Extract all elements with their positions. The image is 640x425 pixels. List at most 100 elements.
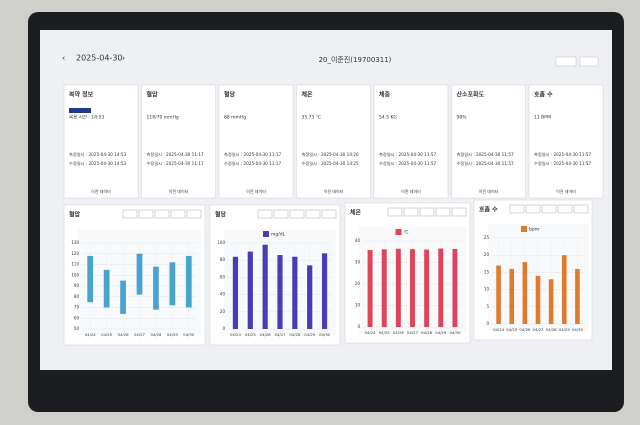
x-tick-label: 04/28 <box>289 332 301 337</box>
header-date: 2025-04-30 <box>76 54 123 63</box>
period-tab[interactable] <box>186 209 202 219</box>
y-tick-label: 80 <box>74 294 80 299</box>
card-value: 11 BPM <box>534 115 551 121</box>
chart-title: 혈압 <box>69 211 81 219</box>
period-tab[interactable] <box>257 209 273 219</box>
card-button[interactable]: 이전 데이터 <box>401 188 421 194</box>
x-tick-label: 04/26 <box>519 327 531 332</box>
card-line: 측정일시 : 2025-04-30 11:17 <box>224 151 282 158</box>
chart-title: 체온 <box>350 209 362 217</box>
x-tick-label: 04/29 <box>304 332 316 337</box>
period-tab[interactable] <box>273 209 289 219</box>
x-tick-label: 04/24 <box>85 332 97 337</box>
bar <box>548 279 554 324</box>
bar <box>496 265 501 324</box>
period-tab[interactable] <box>435 207 451 217</box>
period-tab[interactable] <box>451 207 467 217</box>
y-tick-label: 100 <box>217 240 225 245</box>
period-tab[interactable] <box>305 209 321 219</box>
x-tick-label: 04/24 <box>230 332 242 337</box>
card-title: 혈압 <box>147 91 159 99</box>
x-tick-label: 04/26 <box>260 332 272 337</box>
legend-label: mg/dL <box>271 232 286 238</box>
x-tick-label: 04/29 <box>435 330 447 335</box>
y-tick-label: 10 <box>484 287 490 292</box>
period-tab[interactable] <box>403 207 419 217</box>
bar <box>232 256 239 329</box>
y-tick-label: 15 <box>484 269 490 274</box>
y-tick-label: 30 <box>355 260 361 265</box>
card-line: 수정일시 : 2025-04-30 11:57 <box>457 160 515 167</box>
x-tick-label: 04/24 <box>365 330 377 335</box>
card-title: 체온 <box>302 91 314 99</box>
card-title: 체중 <box>379 91 391 99</box>
bar <box>561 255 567 324</box>
card-button[interactable]: 이전 데이터 <box>91 188 111 194</box>
period-tab[interactable] <box>573 204 589 214</box>
y-tick-label: 20 <box>220 309 226 314</box>
card <box>373 84 449 199</box>
period-tab[interactable] <box>557 204 573 214</box>
card-button[interactable]: 이전 데이터 <box>246 188 266 194</box>
card-button[interactable]: 이전 데이터 <box>479 188 499 194</box>
legend-label: bpm <box>529 227 539 233</box>
x-tick-label: 04/27 <box>275 332 287 337</box>
period-tab[interactable] <box>289 209 305 219</box>
bar <box>247 251 253 329</box>
range-bar <box>103 269 110 308</box>
y-tick-label: 120 <box>71 251 79 256</box>
period-tab[interactable] <box>387 207 403 217</box>
period-tab[interactable] <box>419 207 435 217</box>
period-tab[interactable] <box>541 204 557 214</box>
patient-name: 20_이준진(19700311) <box>319 55 392 64</box>
y-tick-label: 25 <box>484 235 490 240</box>
card-line: 측정일시 : 2025-04-30 11:57 <box>457 151 515 158</box>
x-tick-label: 04/29 <box>559 327 571 332</box>
card <box>63 84 139 199</box>
y-tick-label: 100 <box>71 272 79 277</box>
chart-title: 호흡 수 <box>479 206 498 214</box>
bar <box>452 248 458 327</box>
y-tick-label: 0 <box>357 324 360 329</box>
bar <box>321 253 328 329</box>
legend-swatch <box>263 231 269 237</box>
x-tick-label: 04/27 <box>134 332 146 337</box>
card <box>451 84 526 199</box>
period-tab[interactable] <box>138 209 154 219</box>
x-tick-label: 04/25 <box>245 332 257 337</box>
card-line: 수정일시 : 2025-04-30 11:17 <box>224 160 282 167</box>
card-value: 98% <box>457 115 468 121</box>
range-bar <box>120 280 126 314</box>
range-bar <box>153 266 159 310</box>
period-tab[interactable] <box>525 204 541 214</box>
x-tick-label: 04/30 <box>572 327 584 332</box>
card-title: 산소포화도 <box>457 91 485 99</box>
period-tab[interactable] <box>122 209 138 219</box>
chart-title: 혈당 <box>215 211 227 219</box>
period-tab[interactable] <box>154 209 170 219</box>
legend-label: ℃ <box>404 230 409 236</box>
next-arrow[interactable]: › <box>122 54 125 63</box>
card-button[interactable]: 이전 데이터 <box>324 188 344 194</box>
x-tick-label: 04/25 <box>506 327 518 332</box>
x-tick-label: 04/26 <box>393 330 405 335</box>
y-tick-label: 60 <box>220 274 226 279</box>
card-value: 복용 시간 : 14:53 <box>69 114 104 121</box>
bar <box>535 275 541 324</box>
range-bar <box>169 262 176 306</box>
y-tick-label: 5 <box>486 304 489 309</box>
period-tab[interactable] <box>321 209 337 219</box>
bar <box>367 250 373 327</box>
x-tick-label: 04/27 <box>533 327 545 332</box>
prev-arrow[interactable]: ‹ <box>62 54 65 63</box>
card-line: 측정일시 : 2025-04-30 11:57 <box>379 151 437 158</box>
header-button[interactable] <box>555 56 577 67</box>
card-button[interactable]: 이전 데이터 <box>556 188 576 194</box>
x-tick-label: 04/28 <box>150 332 162 337</box>
period-tab[interactable] <box>509 204 525 214</box>
x-tick-label: 04/25 <box>101 332 113 337</box>
period-tab[interactable] <box>170 209 186 219</box>
header-button[interactable] <box>579 56 599 67</box>
card-button[interactable]: 이전 데이터 <box>169 188 189 194</box>
